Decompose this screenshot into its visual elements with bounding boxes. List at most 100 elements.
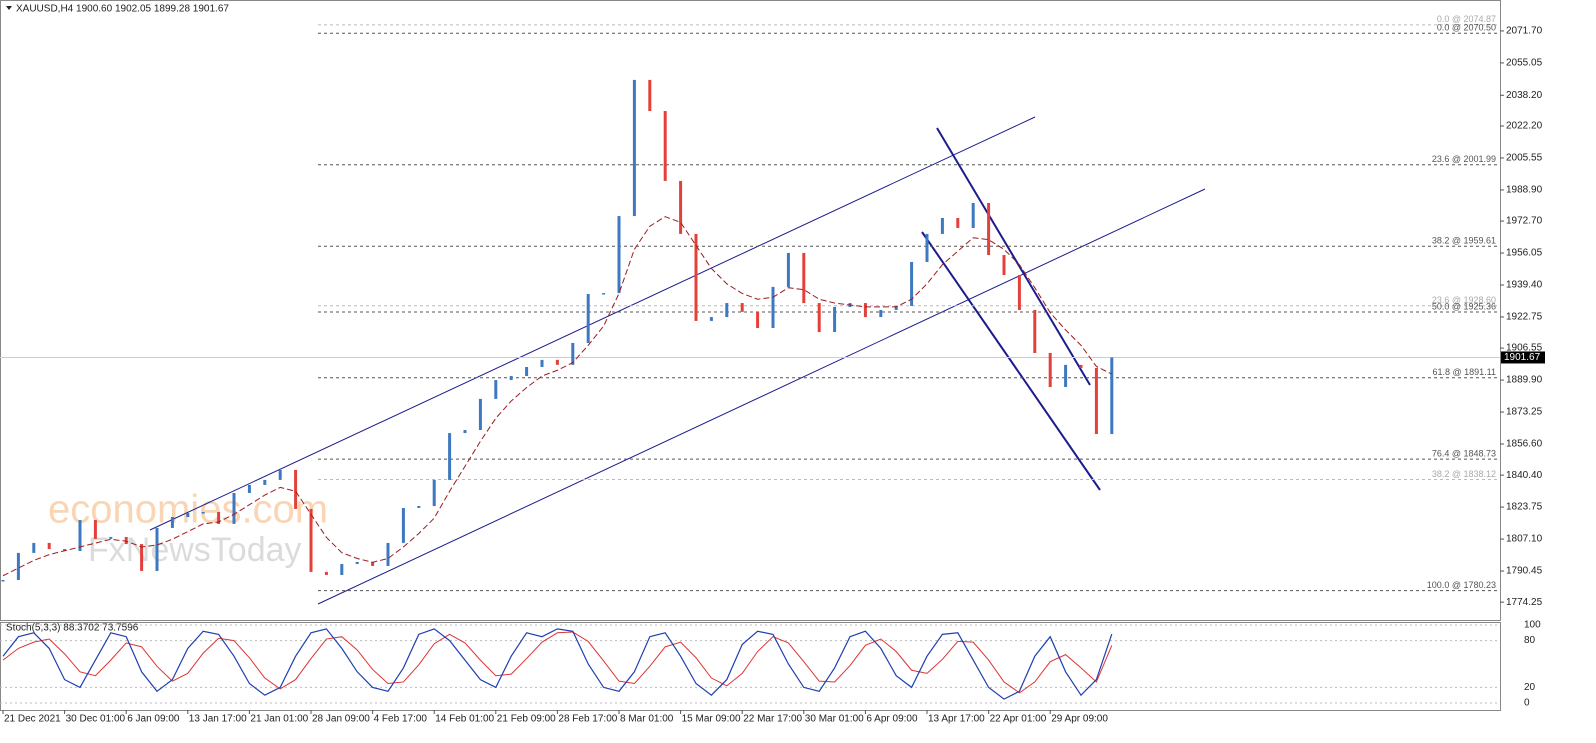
x-tick-label: 13 Apr 17:00 [928,714,985,725]
x-tick-label: 28 Feb 17:00 [558,714,617,725]
trend-line [921,231,1101,491]
price-bar [463,429,467,434]
price-bar [294,469,298,509]
price-bar [386,542,390,566]
price-bar [170,516,174,528]
price-bar [16,552,20,580]
price-bar [987,203,991,256]
price-bar [201,511,205,514]
price-bar [555,359,559,365]
x-tick-label: 21 Jan 01:00 [250,714,308,725]
trend-line [149,116,1036,531]
y-tick-label: 1790.45 [1506,566,1543,577]
indicator-panel [0,622,1501,711]
price-bar [740,303,744,312]
price-bar [971,203,975,228]
price-bar [1110,357,1114,435]
moving-average [2,216,1113,577]
price-bar [448,433,452,480]
fib-label: 38.2 @ 1838.12 [1432,469,1496,479]
price-bar [109,536,113,539]
stoch-tick-label: 100 [1524,620,1541,631]
price-bar [247,484,251,493]
stoch-tick-label: 20 [1524,682,1536,693]
fib-label: 38.2 @ 1959.61 [1432,236,1496,246]
watermark-text: economies.com [48,488,328,532]
fib-label: 23.6 @ 2001.99 [1432,154,1496,164]
x-tick-label: 15 Mar 09:00 [682,714,741,725]
price-bar [124,536,128,545]
stoch-tick-label: 80 [1524,635,1536,646]
price-bar [494,380,498,399]
price-bar [1048,352,1052,387]
price-bar [140,544,144,571]
stoch-k-line [2,628,1113,700]
menu-triangle [6,6,12,10]
price-bar [571,343,575,365]
x-tick-label: 6 Apr 09:00 [866,714,918,725]
price-bar [786,252,790,287]
price-bar [771,286,775,329]
price-bar [879,309,883,318]
current-price-label: 1901.67 [1504,352,1541,363]
price-bar [756,311,760,329]
fib-label: 0.0 @ 2070.50 [1437,23,1496,33]
price-bar [478,398,482,430]
current-price-box [1501,351,1545,364]
x-tick-label: 21 Dec 2021 [4,714,61,725]
price-bar [1,579,5,582]
x-tick-label: 14 Feb 01:00 [435,714,494,725]
price-bar [863,303,867,318]
price-bar [32,542,36,553]
fib-label: 76.4 @ 1848.73 [1432,449,1496,459]
trend-line [936,127,1091,386]
price-bar [417,506,421,508]
price-bar [263,479,267,485]
x-tick-label: 29 Apr 09:00 [1051,714,1108,725]
price-bar [910,261,914,306]
price-bar [956,217,960,228]
price-bar [155,527,159,571]
price-bar [602,293,606,295]
indicator-title: Stoch(5,3,3) 88.3702 73.7596 [6,623,139,634]
y-tick-label: 2055.05 [1506,58,1543,69]
price-bar [509,376,513,381]
price-bar [309,508,313,572]
trend-lines [149,116,1206,605]
x-tick-label: 21 Feb 09:00 [497,714,556,725]
fib-label: 100.0 @ 1780.23 [1427,580,1496,590]
price-bar [679,180,683,234]
y-tick-label: 1807.10 [1506,534,1543,545]
price-bar [1033,309,1037,353]
price-bar [93,520,97,539]
price-bar [432,479,436,507]
y-tick-label: 1906.55 [1506,343,1543,354]
price-bar [586,294,590,344]
y-tick-label: 1939.40 [1506,280,1543,291]
y-tick-label: 2005.55 [1506,153,1543,164]
price-bar [817,303,821,333]
price-bar [1017,275,1021,310]
chart-title: XAUUSD,H4 1900.60 1902.05 1899.28 1901.6… [16,4,229,15]
x-tick-label: 6 Jan 09:00 [127,714,180,725]
fib-label: 23.6 @ 1928.60 [1432,295,1496,305]
price-bar [802,252,806,304]
x-tick-label: 4 Feb 17:00 [374,714,428,725]
price-bar [663,111,667,181]
price-bar [1079,364,1083,368]
price-bar [217,511,221,524]
y-tick-label: 1988.90 [1506,185,1543,196]
y-tick-label: 1972.70 [1506,216,1543,227]
y-tick-label: 1922.75 [1506,312,1543,323]
x-tick-label: 22 Mar 17:00 [743,714,802,725]
y-tick-label: 1889.90 [1506,375,1543,386]
price-bar [1094,367,1098,435]
price-bar [324,571,328,575]
price-bar [833,306,837,333]
price-bar [47,542,51,550]
fib-label: 0.0 @ 2074.87 [1437,14,1496,24]
x-tick-label: 30 Dec 01:00 [66,714,126,725]
watermark-text: FxNewsToday [88,531,302,569]
price-bar [725,303,729,318]
x-tick-label: 8 Mar 01:00 [620,714,674,725]
